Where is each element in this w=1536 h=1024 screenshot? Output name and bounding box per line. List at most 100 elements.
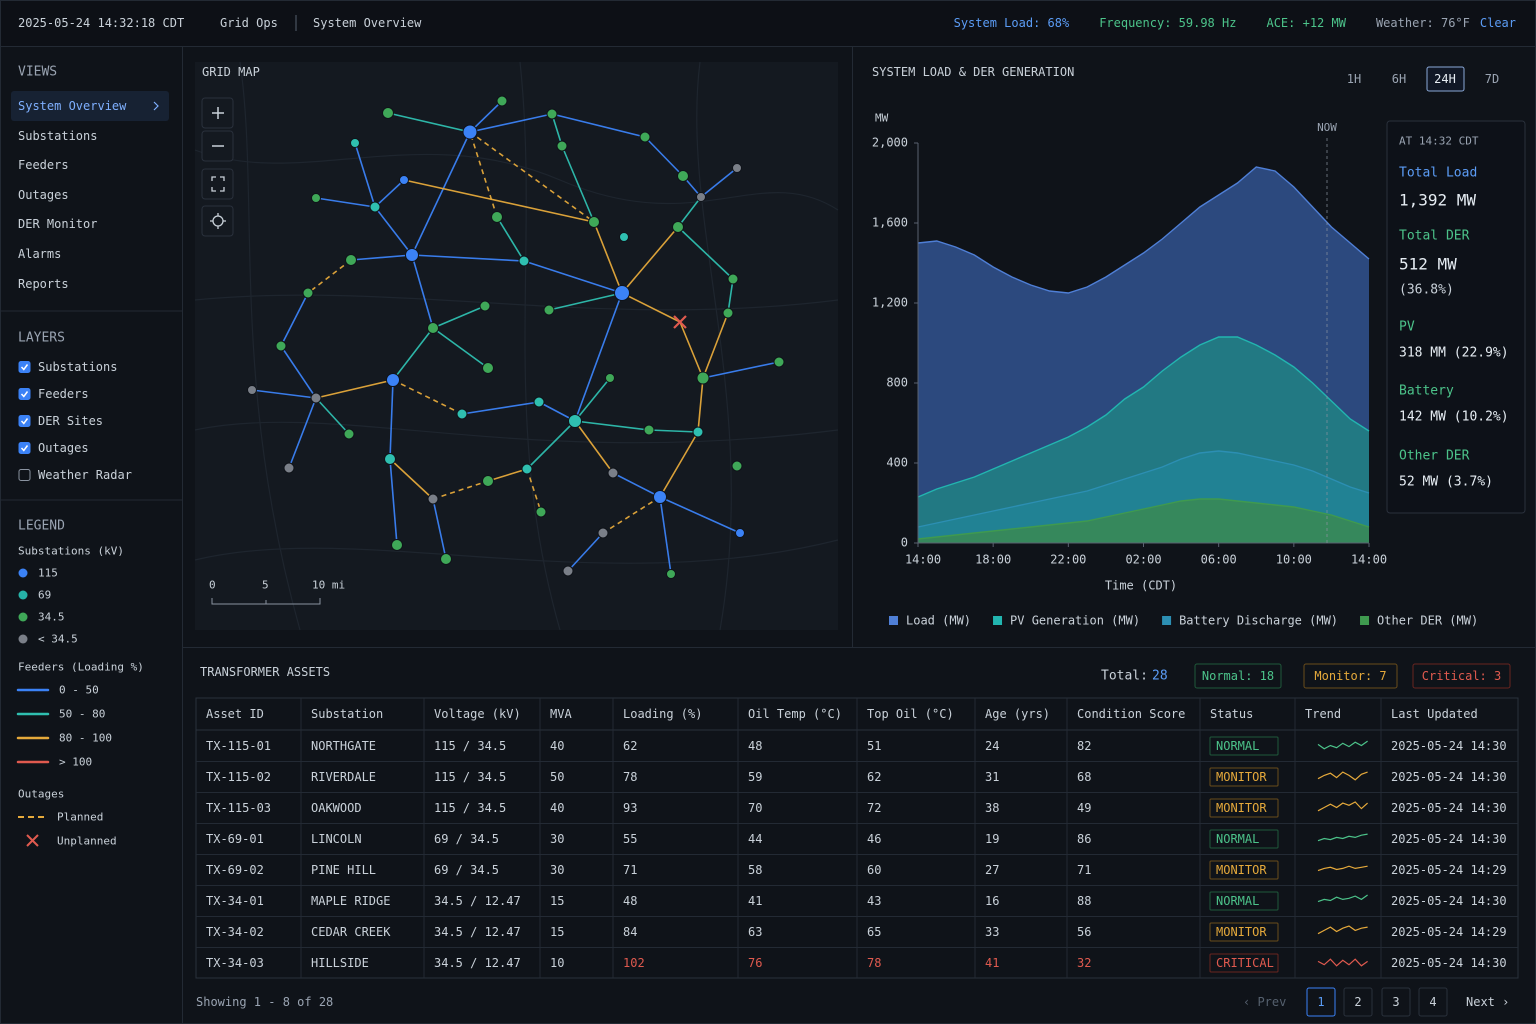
substation — [275, 340, 287, 352]
cell: 41 — [748, 894, 763, 908]
substation — [607, 467, 619, 479]
cell: 56 — [1077, 925, 1092, 939]
status-text: MONITOR — [1216, 801, 1267, 815]
y-tick-label: 0 — [901, 536, 908, 550]
legend-dot — [18, 590, 28, 600]
check — [20, 418, 29, 425]
x-axis-label: Time (CDT) — [1105, 579, 1177, 593]
checkbox[interactable] — [18, 361, 31, 373]
feeder — [523, 260, 623, 294]
section-title: LEGEND — [18, 518, 65, 534]
tooltip-value: 142 MW (10.2%) — [1399, 409, 1509, 425]
feeder — [574, 420, 614, 474]
map-fullscreen-button[interactable] — [201, 168, 234, 200]
feeder — [392, 327, 434, 381]
x-tick-label: 02:00 — [1125, 553, 1161, 567]
feeder — [432, 480, 489, 500]
checkbox[interactable] — [18, 442, 31, 454]
substation — [283, 462, 295, 474]
range-button[interactable]: 1H — [1346, 72, 1362, 86]
nav-item[interactable]: System Overview — [18, 99, 127, 113]
legend-label: PV Generation (MW) — [1010, 614, 1140, 628]
cell: 19 — [985, 832, 1000, 846]
map-locate-button[interactable] — [201, 205, 234, 237]
substation — [653, 490, 667, 504]
range-button[interactable]: 6H — [1391, 72, 1407, 86]
status-text: NORMAL — [1216, 832, 1260, 846]
cell: 2025-05-24 14:30 — [1391, 770, 1507, 784]
feeder — [374, 179, 405, 208]
active-bg — [11, 91, 169, 121]
area-line — [917, 166, 1370, 294]
cell: 2025-05-24 14:30 — [1391, 894, 1507, 908]
cell: 72 — [867, 801, 882, 815]
substation — [343, 428, 355, 440]
tooltip-label: Total DER — [1399, 228, 1470, 244]
page-button[interactable]: 3 — [1392, 995, 1400, 1009]
legend-subtitle: Outages — [18, 787, 65, 801]
nav-item[interactable]: DER Monitor — [18, 217, 98, 232]
feeder — [307, 259, 352, 294]
range-button[interactable]: 7D — [1484, 72, 1500, 86]
nav-item[interactable]: Substations — [18, 128, 98, 143]
cell: 30 — [550, 863, 565, 877]
x-tick-label: 18:00 — [975, 553, 1011, 567]
cell: 2025-05-24 14:30 — [1391, 956, 1507, 970]
cell: 24 — [985, 739, 1000, 753]
scale-label: 0 — [209, 578, 216, 592]
nav-item[interactable]: Alarms — [18, 247, 62, 261]
cell: OAKWOOD — [311, 801, 362, 815]
range-button[interactable]: 24H — [1434, 72, 1456, 86]
cell: 15 — [550, 894, 565, 908]
status-badge — [1209, 736, 1279, 756]
nav-item[interactable]: Outages — [18, 187, 69, 202]
feeder — [251, 389, 317, 399]
substation — [556, 140, 568, 152]
feeder — [469, 131, 498, 218]
icon — [212, 107, 224, 147]
nav-item[interactable]: Feeders — [18, 158, 69, 173]
legend-subtitle: Feeders (Loading %) — [18, 660, 144, 674]
feeder — [469, 131, 595, 223]
feeder — [612, 472, 661, 498]
now-label: NOW — [1317, 121, 1337, 134]
feeder — [697, 377, 704, 433]
cell: 2025-05-24 14:30 — [1391, 832, 1507, 846]
cell: 70 — [748, 801, 763, 815]
page-button[interactable]: 1 — [1317, 995, 1325, 1009]
cell: 15 — [550, 925, 565, 939]
prev-button[interactable]: ‹ Prev — [1243, 995, 1287, 1009]
substation — [491, 211, 503, 223]
x-tick-label: 14:00 — [905, 553, 941, 567]
page-box — [1343, 987, 1373, 1017]
substation — [405, 248, 419, 262]
checkbox[interactable] — [18, 388, 31, 400]
column-header: Age (yrs) — [985, 707, 1051, 721]
nav-item[interactable]: Reports — [18, 276, 69, 291]
range-active — [1426, 66, 1465, 92]
cell: 41 — [985, 956, 1000, 970]
cell: 115 / 34.5 — [434, 770, 507, 784]
checkbox[interactable] — [18, 469, 31, 481]
status-item: System Load: 68% — [953, 16, 1070, 30]
page-button[interactable]: 4 — [1429, 995, 1437, 1009]
summary-normal: Normal: 18 — [1201, 669, 1275, 683]
sparkline — [1317, 740, 1368, 750]
feeder — [354, 142, 376, 208]
feeder — [411, 131, 471, 256]
cell: 2025-05-24 14:30 — [1391, 801, 1507, 815]
feeder — [621, 226, 679, 294]
checkbox[interactable] — [18, 415, 31, 427]
feeder — [280, 345, 317, 399]
page-box — [1418, 987, 1448, 1017]
cell: 40 — [550, 739, 565, 753]
cell: TX-34-03 — [206, 956, 264, 970]
next-button[interactable]: Next › — [1466, 995, 1510, 1009]
tooltip-note: (36.8%) — [1399, 282, 1454, 298]
page-button[interactable]: 2 — [1354, 995, 1362, 1009]
substation — [672, 221, 684, 233]
panel-title: GRID MAP — [202, 65, 260, 79]
cell: 48 — [748, 739, 763, 753]
sparkline — [1317, 833, 1368, 842]
feeder — [561, 145, 595, 223]
